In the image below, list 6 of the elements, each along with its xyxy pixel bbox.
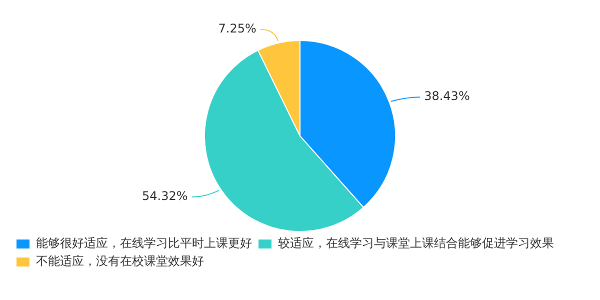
legend-label: 能够很好适应，在线学习比平时上课更好 <box>36 236 252 250</box>
data-label: 38.43% <box>424 89 470 104</box>
legend-label: 不能适应，没有在校课堂效果好 <box>36 254 204 268</box>
legend-label: 较适应，在线学习与课堂上课结合能够促进学习效果 <box>278 236 554 250</box>
data-label: 7.25% <box>218 21 256 36</box>
data-label: 54.32% <box>142 189 188 204</box>
